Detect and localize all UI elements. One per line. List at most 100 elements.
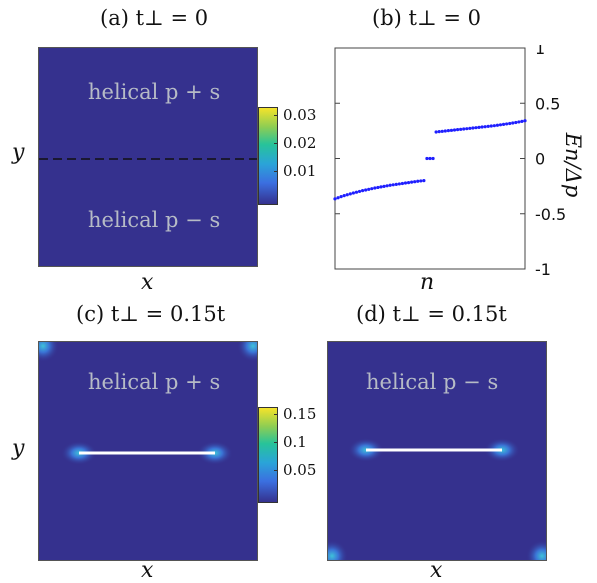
data-point <box>437 130 441 134</box>
panel-b-ylabel-text: En/Δp <box>561 132 585 198</box>
data-point <box>370 187 374 191</box>
data-point <box>492 124 496 128</box>
ytick-label: -0.5 <box>535 205 566 224</box>
panel-a-upper-region-label: helical p + s <box>88 80 221 104</box>
data-point <box>400 181 405 186</box>
panel-a-colorbar <box>258 107 278 205</box>
data-point <box>459 127 463 131</box>
data-point <box>520 119 524 123</box>
ytick-label: 0 <box>535 150 545 169</box>
data-point <box>342 194 346 198</box>
data-point <box>471 126 475 130</box>
data-point <box>360 189 365 193</box>
colorbar-a-tick-3: 0.01 <box>283 162 317 180</box>
panel-c-colorbar <box>258 407 278 503</box>
data-point <box>462 127 466 131</box>
data-point <box>388 183 392 187</box>
panel-a-xlabel: x <box>141 270 154 295</box>
data-point <box>397 182 401 186</box>
data-point <box>406 180 411 185</box>
colorbar-a-tick-1: 0.03 <box>283 106 317 124</box>
data-point <box>477 125 481 129</box>
data-point <box>394 182 398 186</box>
data-point <box>376 185 380 190</box>
data-point <box>336 196 340 200</box>
data-point <box>333 197 337 201</box>
data-point <box>348 192 352 196</box>
data-point <box>385 184 389 188</box>
ytick-label: 0.5 <box>535 94 560 113</box>
panel-a-ylabel: y <box>12 140 25 165</box>
data-point <box>434 130 438 134</box>
data-point <box>351 191 355 195</box>
data-point <box>468 126 472 130</box>
colorbar-c-tick-2: 0.1 <box>283 433 307 451</box>
data-point <box>489 124 493 128</box>
panel-d-xlabel: x <box>430 558 443 583</box>
panel-c-ylabel: y <box>12 436 25 461</box>
data-point <box>422 179 426 183</box>
data-point <box>339 195 343 199</box>
edge-state-right <box>231 115 257 203</box>
panel-a-lower-region-label: helical p − s <box>88 208 221 232</box>
data-point <box>498 123 503 127</box>
heatmap-background <box>39 48 257 266</box>
data-point <box>495 123 500 127</box>
panel-c-xlabel: x <box>141 558 154 583</box>
data-point <box>431 156 435 161</box>
data-point <box>419 179 423 183</box>
data-point <box>501 122 506 126</box>
data-point <box>455 128 460 132</box>
data-point <box>440 129 444 133</box>
panel-b-chart: 1 0.5 0 -0.5 -1 <box>330 39 597 279</box>
data-point <box>367 187 371 191</box>
data-point <box>382 184 386 188</box>
data-point <box>514 120 518 125</box>
panel-a-title: (a) t⊥ = 0 <box>100 6 209 30</box>
corner-glow-bl <box>328 540 348 560</box>
colorbar-c-tick-1: 0.15 <box>283 405 317 423</box>
data-point <box>443 129 447 133</box>
data-point <box>505 122 509 126</box>
panel-d-title: (d) t⊥ = 0.15t <box>356 302 507 326</box>
data-point <box>391 183 395 187</box>
data-point <box>452 128 457 132</box>
data-point <box>373 186 377 190</box>
data-point <box>354 190 359 194</box>
colorbar-a-tick-2: 0.02 <box>283 134 317 152</box>
corner-glow-tr <box>237 342 257 362</box>
corner-glow-br <box>526 540 546 560</box>
ytick-label: -1 <box>535 260 551 275</box>
panel-c-region-label: helical p + s <box>88 370 221 394</box>
panel-d-region-label: helical p − s <box>366 370 499 394</box>
data-point <box>379 185 383 189</box>
panel-b-ylabel: En/Δp <box>558 110 588 220</box>
data-point <box>474 126 478 130</box>
data-point <box>511 121 515 125</box>
edge-state-left <box>39 115 65 203</box>
data-point <box>357 189 362 194</box>
data-point <box>364 188 368 192</box>
panel-b-xlabel: n <box>420 270 435 295</box>
data-point <box>449 128 454 132</box>
colorbar-c-tick-3: 0.05 <box>283 461 317 479</box>
data-point <box>483 125 487 129</box>
panel-c-heatmap <box>38 341 258 561</box>
data-point <box>523 119 527 123</box>
data-point <box>465 127 469 131</box>
data-point <box>410 180 414 184</box>
panel-a-heatmap <box>38 47 258 267</box>
data-point <box>403 181 408 185</box>
data-point <box>446 129 450 133</box>
data-point <box>416 179 420 183</box>
data-point <box>413 180 417 184</box>
data-point <box>486 124 490 128</box>
ytick-label: 1 <box>535 45 545 58</box>
panel-c-title: (c) t⊥ = 0.15t <box>76 302 226 326</box>
data-point <box>517 120 521 124</box>
data-point <box>480 125 484 129</box>
corner-glow-tl <box>39 342 59 362</box>
data-point <box>428 156 432 161</box>
data-point <box>508 121 512 126</box>
panel-b-title: (b) t⊥ = 0 <box>372 6 481 30</box>
